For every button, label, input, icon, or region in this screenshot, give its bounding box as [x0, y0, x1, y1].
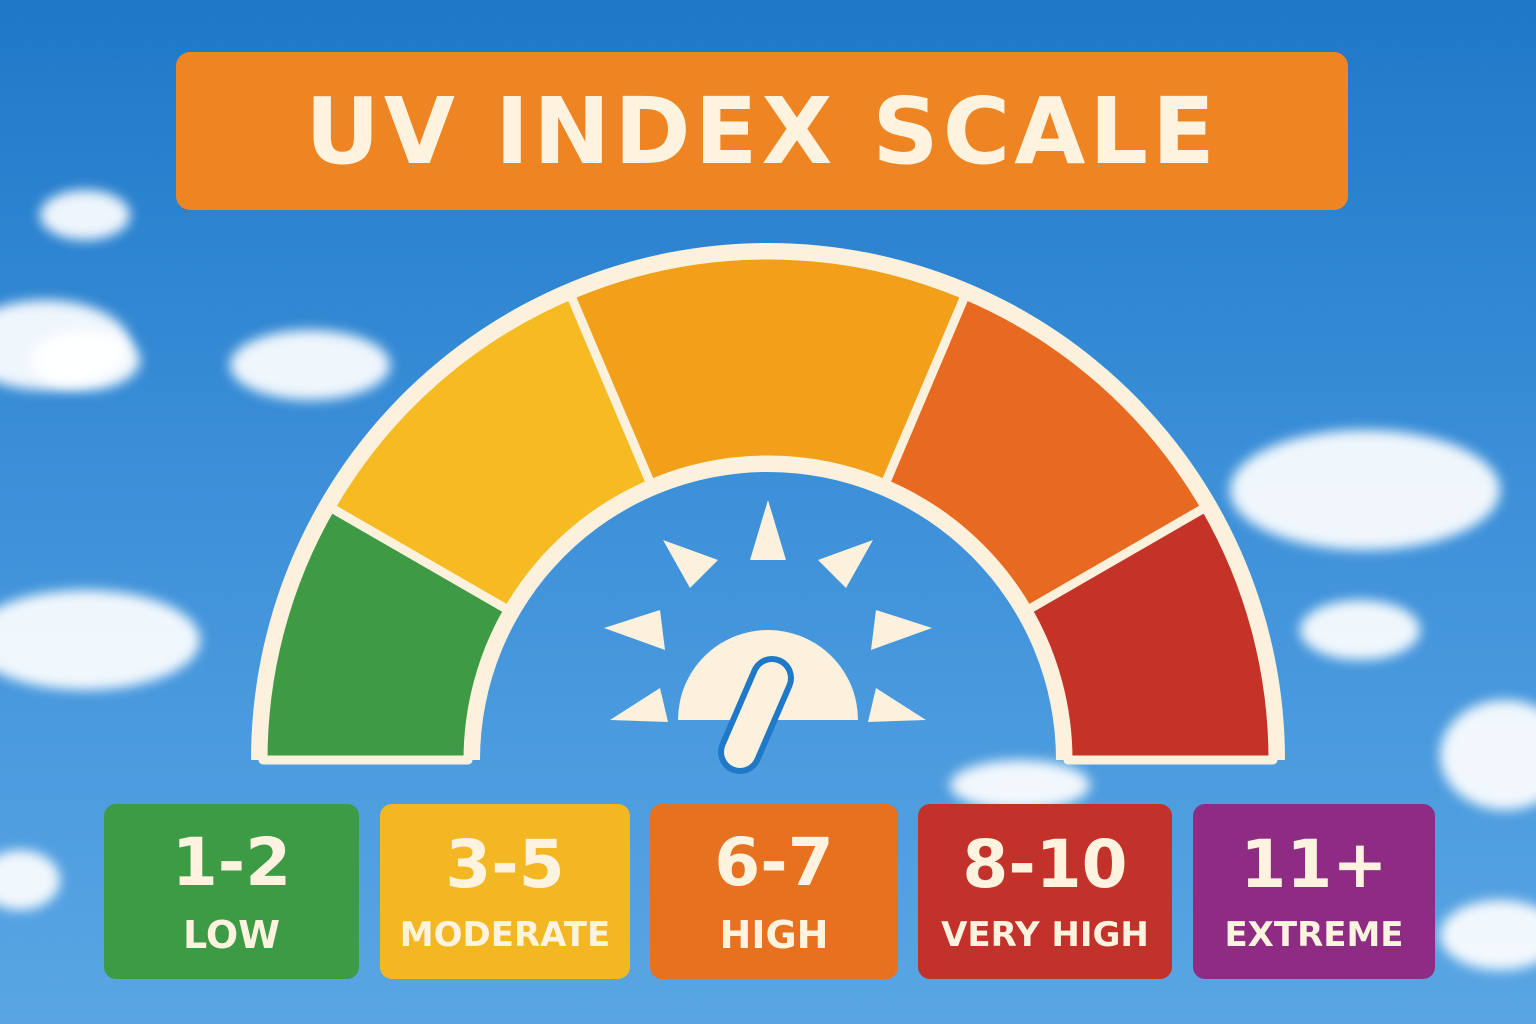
uv-level-label: MODERATE — [399, 914, 611, 955]
uv-level-label: HIGH — [719, 912, 829, 957]
sun-ray-icon — [604, 610, 665, 650]
sun-ray-icon — [610, 688, 668, 722]
uv-category-high: 6-7 HIGH — [650, 804, 898, 979]
uv-range: 11+ — [1240, 825, 1388, 903]
sun-ray-icon — [663, 540, 718, 588]
cloud — [0, 590, 200, 690]
uv-level-label: EXTREME — [1224, 914, 1404, 955]
gauge-segment-high — [566, 250, 970, 489]
sun-ray-icon — [818, 540, 873, 588]
sun-ray-icon — [750, 500, 786, 560]
cloud — [1230, 430, 1500, 550]
cloud — [40, 190, 130, 240]
uv-category-extreme: 11+ EXTREME — [1193, 804, 1435, 979]
uv-range: 3-5 — [445, 825, 565, 903]
cloud — [1300, 600, 1420, 660]
cloud — [950, 760, 1090, 810]
cloud — [230, 330, 390, 400]
uv-level-label: VERY HIGH — [941, 914, 1149, 955]
page-title: UV INDEX SCALE — [305, 77, 1219, 185]
gauge-segments — [251, 243, 1285, 765]
cloud — [1440, 700, 1536, 810]
gauge-needle-icon — [718, 656, 794, 774]
cloud — [1440, 900, 1536, 970]
sun-ray-icon — [871, 610, 932, 650]
uv-range: 1-2 — [171, 823, 292, 901]
sun-ray-icon — [868, 688, 926, 722]
title-banner: UV INDEX SCALE — [176, 52, 1348, 210]
uv-category-low: 1-2 LOW — [104, 804, 359, 979]
gauge-segment-extreme — [1023, 503, 1278, 765]
uv-range: 6-7 — [714, 823, 834, 901]
uv-level-label: LOW — [182, 912, 281, 957]
cloud — [30, 330, 140, 390]
uv-category-moderate: 3-5 MODERATE — [380, 804, 630, 979]
uv-category-very-high: 8-10 VERY HIGH — [918, 804, 1172, 979]
uv-range: 8-10 — [962, 825, 1128, 903]
